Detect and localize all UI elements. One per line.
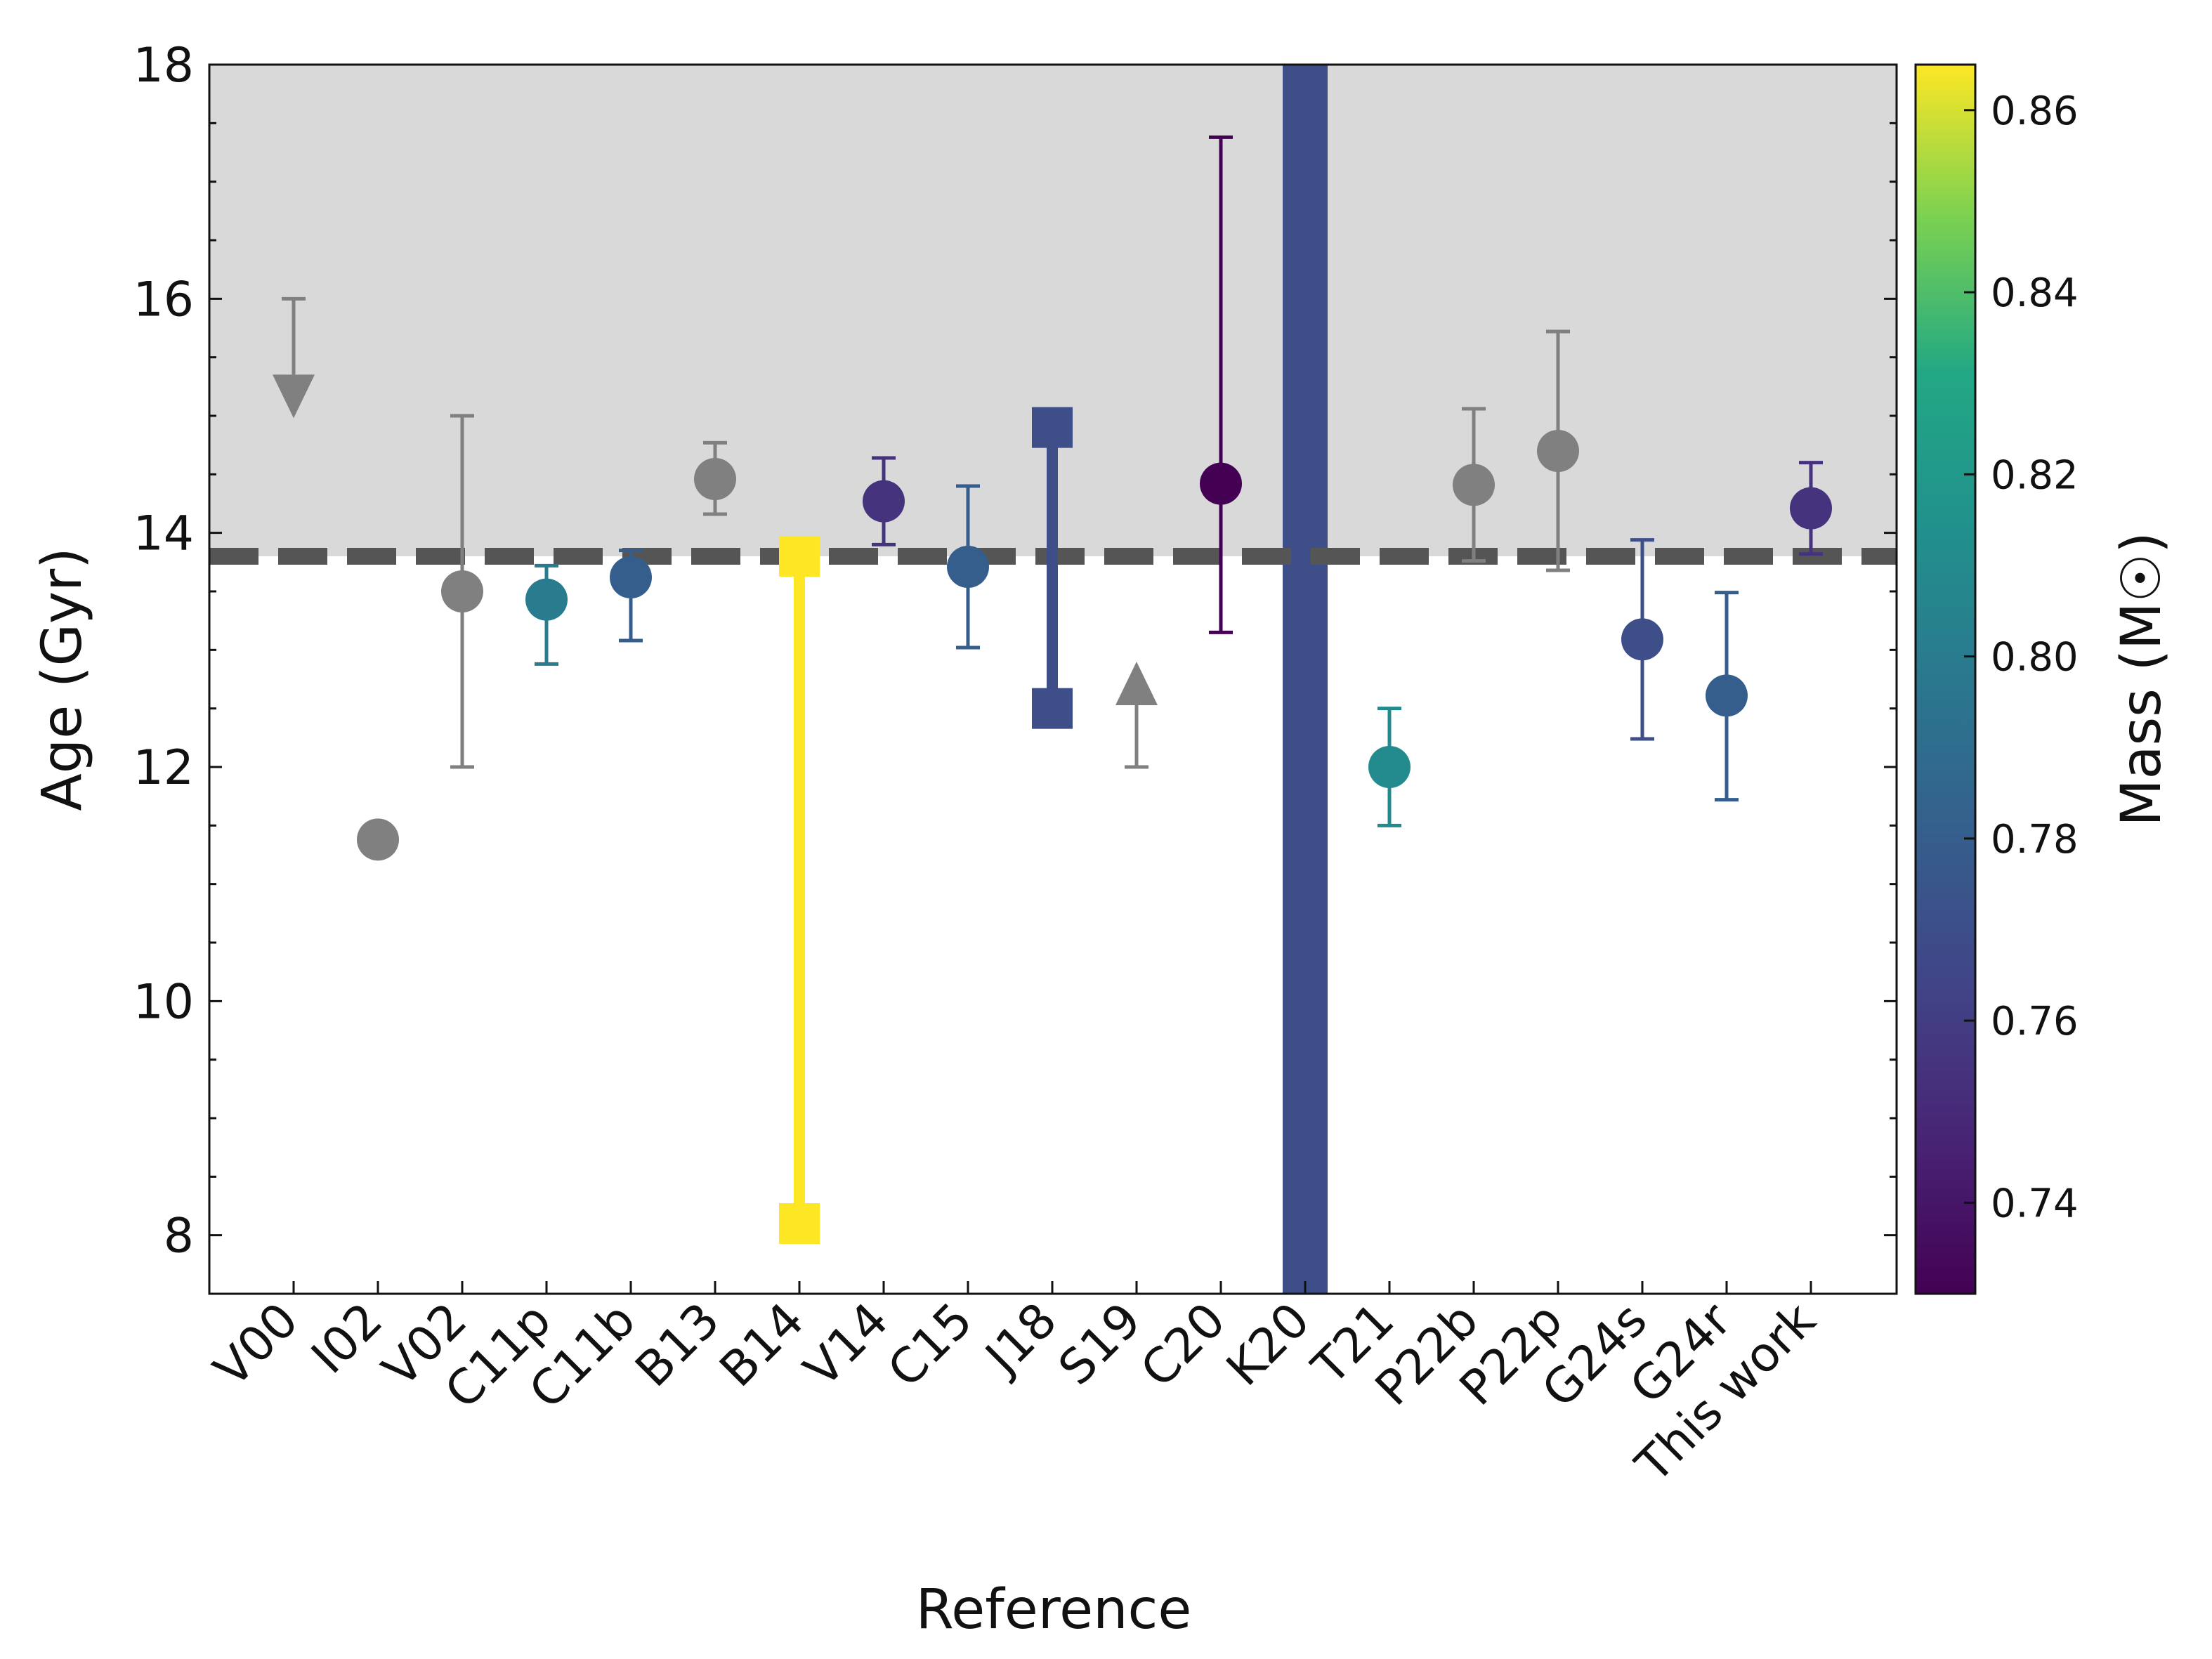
data-point-t21 (1368, 707, 1411, 827)
data-point-c11p (525, 563, 568, 666)
data-point-s19 (1115, 662, 1158, 769)
data-point-v00 (273, 296, 315, 419)
colorbar-tick-label: 0.76 (1991, 999, 2079, 1044)
data-point-i02 (357, 818, 399, 861)
marker (1621, 618, 1663, 661)
x-tick-label: V00 (204, 1292, 309, 1398)
x-tick-label: J18 (974, 1292, 1068, 1386)
marker (610, 556, 652, 598)
marker (1200, 462, 1242, 505)
arrow-down (273, 374, 315, 419)
marker (947, 546, 989, 588)
data-point-p22p (1537, 329, 1579, 572)
y-tick-label: 18 (133, 38, 194, 93)
marker (1368, 746, 1411, 788)
marker (441, 570, 483, 612)
colorbar-tick-label: 0.84 (1991, 270, 2079, 316)
data-point-this-work (1790, 461, 1832, 556)
data-point-g24s (1621, 538, 1663, 741)
y-tick-label: 16 (133, 272, 194, 327)
colorbar-tick-label: 0.80 (1991, 635, 2079, 681)
data-point-b13 (694, 440, 736, 516)
data-point-j18 (1032, 407, 1073, 729)
x-tick-label: C20 (1130, 1292, 1236, 1398)
x-tick-label: I02 (301, 1292, 393, 1384)
colorbar-title: Mass (M☉) (2110, 532, 2173, 826)
colorbar-tick-label: 0.82 (1991, 452, 2079, 498)
range-marker-bottom (1032, 688, 1073, 729)
marker (357, 818, 399, 861)
range-marker-top (1032, 407, 1073, 448)
y-tick-label: 14 (133, 506, 194, 562)
y-tick-label: 12 (133, 740, 194, 796)
x-tick-label: V14 (794, 1292, 899, 1398)
marker (863, 480, 905, 523)
data-point-c11b (610, 549, 652, 643)
x-tick-label: C15 (877, 1292, 983, 1398)
x-tick-label: S19 (1048, 1292, 1152, 1396)
y-tick-label: 10 (133, 974, 194, 1030)
plot-area (209, 65, 1897, 1294)
x-tick-label: K20 (1216, 1292, 1321, 1397)
marker (1453, 464, 1495, 506)
data-point-c20 (1200, 135, 1242, 634)
data-point-p22b (1453, 407, 1495, 563)
colorbar: 0.74 0.76 0.78 0.80 0.82 0.84 0.86 (1914, 63, 2079, 1295)
marker (525, 578, 568, 621)
band-k20 (1283, 65, 1328, 1294)
arrow-up (1115, 662, 1158, 705)
colorbar-gradient (1914, 63, 1977, 1295)
x-tick-label: B13 (625, 1292, 731, 1398)
y-tick-label: 8 (164, 1209, 194, 1264)
range-marker-top (779, 536, 820, 577)
y-axis-title: Age (Gyr) (31, 547, 94, 811)
marker (1706, 674, 1748, 717)
x-tick-label: B14 (709, 1292, 815, 1398)
data-point-b14 (779, 536, 820, 1244)
marker (1537, 430, 1579, 472)
marker (694, 458, 736, 500)
range-marker-bottom (779, 1203, 820, 1244)
colorbar-tick-label: 0.74 (1991, 1181, 2079, 1226)
data-point-v14 (863, 456, 905, 546)
x-axis-title: Reference (916, 1578, 1192, 1641)
colorbar-tick-label: 0.86 (1991, 88, 2079, 134)
data-point-g24r (1706, 591, 1748, 802)
colorbar-tick-label: 0.78 (1991, 817, 2079, 863)
marker (1790, 487, 1832, 530)
data-point-v02 (441, 414, 483, 769)
data-point-c15 (947, 484, 989, 650)
